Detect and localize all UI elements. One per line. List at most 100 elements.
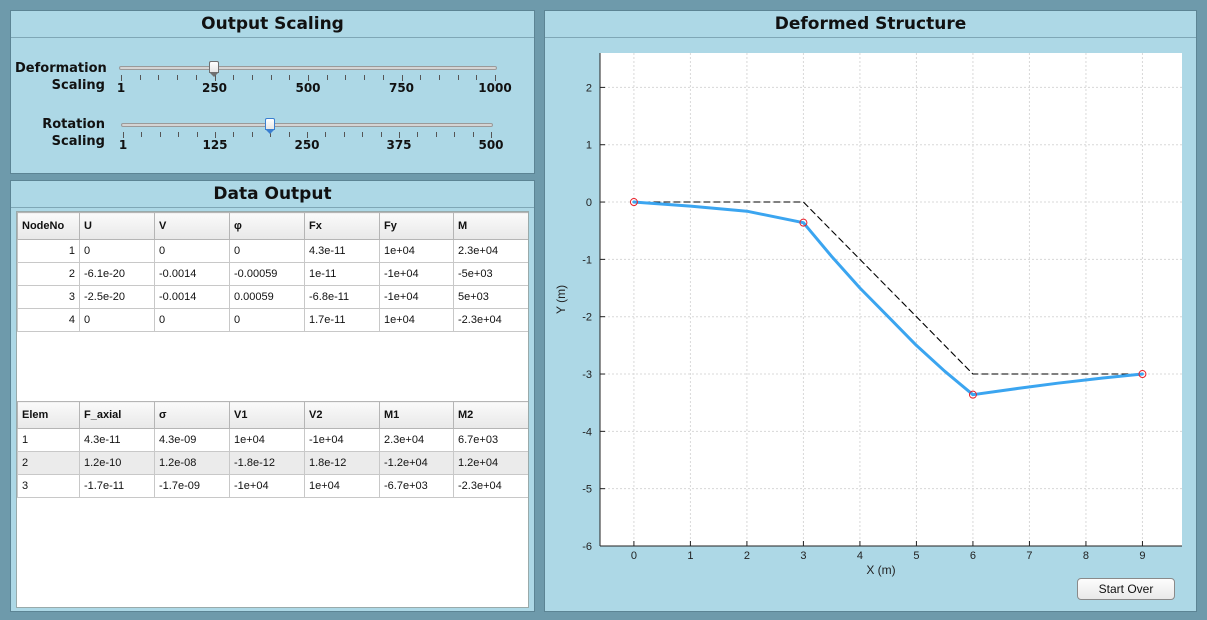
column-header[interactable]: φ xyxy=(229,212,305,240)
table-cell[interactable]: 2 xyxy=(17,262,80,286)
column-header[interactable]: V1 xyxy=(229,401,305,429)
slider-tick xyxy=(215,132,216,138)
table-cell[interactable]: 1.7e-11 xyxy=(304,308,380,332)
table-cell[interactable]: -6.7e+03 xyxy=(379,474,454,498)
column-header[interactable]: U xyxy=(79,212,155,240)
slider-thumb[interactable] xyxy=(209,61,220,77)
table-cell[interactable]: 1e+04 xyxy=(304,474,380,498)
node-row[interactable]: 1 0 0 0 4.3e-11 1e+04 2.3e+04 xyxy=(17,239,528,263)
table-cell[interactable]: -1e+04 xyxy=(379,285,454,309)
column-header[interactable]: M1 xyxy=(379,401,454,429)
table-cell[interactable]: -0.00059 xyxy=(229,262,305,286)
node-row[interactable]: 2 -6.1e-20 -0.0014 -0.00059 1e-11 -1e+04 -5e+0… xyxy=(17,262,528,286)
deformed-structure-title: Deformed Structure xyxy=(545,11,1196,38)
column-header[interactable]: M xyxy=(453,212,528,240)
table-cell[interactable]: 4.3e-11 xyxy=(79,428,155,452)
slider-tick xyxy=(325,132,327,137)
slider-tick-label: 250 xyxy=(294,138,320,152)
column-header[interactable]: Fy xyxy=(379,212,454,240)
table-cell[interactable]: 0 xyxy=(79,308,155,332)
column-header[interactable]: V xyxy=(154,212,230,240)
x-tick-label: 7 xyxy=(1026,550,1032,562)
table-cell[interactable]: 1.2e+04 xyxy=(453,451,528,475)
table-cell[interactable]: 1 xyxy=(17,428,80,452)
slider-tick xyxy=(178,132,180,137)
table-cell[interactable]: 3 xyxy=(17,285,80,309)
start-over-button[interactable]: Start Over xyxy=(1077,578,1175,600)
column-header[interactable]: σ xyxy=(154,401,230,429)
table-cell[interactable]: 0.00059 xyxy=(229,285,305,309)
table-cell[interactable]: 0 xyxy=(79,239,155,263)
slider-tick xyxy=(307,132,308,138)
table-cell[interactable]: -1.7e-09 xyxy=(154,474,230,498)
table-cell[interactable]: 1e-11 xyxy=(304,262,380,286)
slider-tick xyxy=(251,75,253,80)
table-cell[interactable]: -0.0014 xyxy=(154,285,230,309)
table-cell[interactable]: 2.3e+04 xyxy=(379,428,454,452)
table-cell[interactable]: -1e+04 xyxy=(379,262,454,286)
node-marker xyxy=(1138,370,1147,379)
table-cell[interactable]: -6.1e-20 xyxy=(79,262,155,286)
table-cell[interactable]: 3 xyxy=(17,474,80,498)
table-cell[interactable]: 1e+04 xyxy=(379,239,454,263)
table-cell[interactable]: -2.5e-20 xyxy=(79,285,155,309)
table-cell[interactable]: -0.0014 xyxy=(154,262,230,286)
table-cell[interactable]: 2.3e+04 xyxy=(453,239,528,263)
table-cell[interactable]: -1e+04 xyxy=(229,474,305,498)
slider-tick xyxy=(141,132,143,137)
slider-tick xyxy=(270,132,272,137)
table-cell[interactable]: -6.8e-11 xyxy=(304,285,380,309)
table-cell[interactable]: 1.2e-08 xyxy=(154,451,230,475)
slider-track[interactable] xyxy=(119,66,497,70)
slider-thumb[interactable] xyxy=(264,118,275,134)
table-cell[interactable]: 0 xyxy=(229,308,305,332)
table-cell[interactable]: 0 xyxy=(229,239,305,263)
table-cell[interactable]: -1.7e-11 xyxy=(79,474,155,498)
element-results-table[interactable]: Elem F_axial σ V1 V2 M1 M2 1 4.3e-11 4.3e-09 1e+0… xyxy=(17,401,528,498)
slider-tick xyxy=(251,132,253,137)
table-cell[interactable]: -1.2e+04 xyxy=(379,451,454,475)
table-cell[interactable]: 5e+03 xyxy=(453,285,528,309)
column-header[interactable]: F_axial xyxy=(79,401,155,429)
slider-tick xyxy=(158,75,160,80)
table-cell[interactable]: -1e+04 xyxy=(304,428,380,452)
slider-tick xyxy=(233,75,235,80)
slider-track[interactable] xyxy=(121,123,493,127)
slider-tick-label: 1 xyxy=(118,138,128,152)
slider-tick xyxy=(308,75,309,81)
column-header[interactable]: Elem xyxy=(17,401,80,429)
element-row[interactable]: 1 4.3e-11 4.3e-09 1e+04 -1e+04 2.3e+04 6.7e+03 xyxy=(17,428,528,452)
element-row[interactable]: 3 -1.7e-11 -1.7e-09 -1e+04 1e+04 -6.7e+03 -2.3… xyxy=(17,474,528,498)
rotation-scaling-slider[interactable]: 1 125 250 375 500 xyxy=(11,11,534,173)
table-cell[interactable]: 1.8e-12 xyxy=(304,451,380,475)
table-cell[interactable]: 0 xyxy=(154,239,230,263)
deformed-structure-plot[interactable]: 0 1 2 3 4 5 6 7 8 9 2 1 0 -1 -2 -3 -4 -5 -6 X (m) Y (m) xyxy=(545,39,1196,599)
table-cell[interactable]: -5e+03 xyxy=(453,262,528,286)
table-cell[interactable]: 4.3e-09 xyxy=(154,428,230,452)
column-header[interactable]: M2 xyxy=(453,401,528,429)
table-cell[interactable]: 0 xyxy=(154,308,230,332)
element-row[interactable]: 2 1.2e-10 1.2e-08 -1.8e-12 1.8e-12 -1.2e+04 1.… xyxy=(17,451,528,475)
table-cell[interactable]: 1.2e-10 xyxy=(79,451,155,475)
column-header[interactable]: Fx xyxy=(304,212,380,240)
table-cell[interactable]: 1e+04 xyxy=(229,428,305,452)
table-cell[interactable]: 1 xyxy=(17,239,80,263)
column-header[interactable]: V2 xyxy=(304,401,380,429)
table-cell[interactable]: -2.3e+04 xyxy=(453,474,528,498)
deformation-scaling-slider[interactable]: 1 250 500 750 1000 xyxy=(11,11,534,173)
slider-tick-label: 500 xyxy=(478,138,504,152)
node-row[interactable]: 4 0 0 0 1.7e-11 1e+04 -2.3e+04 xyxy=(17,308,528,332)
table-cell[interactable]: 4.3e-11 xyxy=(304,239,380,263)
column-header[interactable]: NodeNo xyxy=(17,212,80,240)
table-cell[interactable]: 4 xyxy=(17,308,80,332)
table-cell[interactable]: -1.8e-12 xyxy=(229,451,305,475)
slider-tick xyxy=(401,75,403,81)
table-cell[interactable]: 1e+04 xyxy=(379,308,454,332)
table-cell[interactable]: 6.7e+03 xyxy=(453,428,528,452)
node-row[interactable]: 3 -2.5e-20 -0.0014 0.00059 -6.8e-11 -1e+04 5e+… xyxy=(17,285,528,309)
table-cell[interactable]: 2 xyxy=(17,451,80,475)
table-cell[interactable]: -2.3e+04 xyxy=(453,308,528,332)
x-tick-label: 3 xyxy=(800,550,806,562)
